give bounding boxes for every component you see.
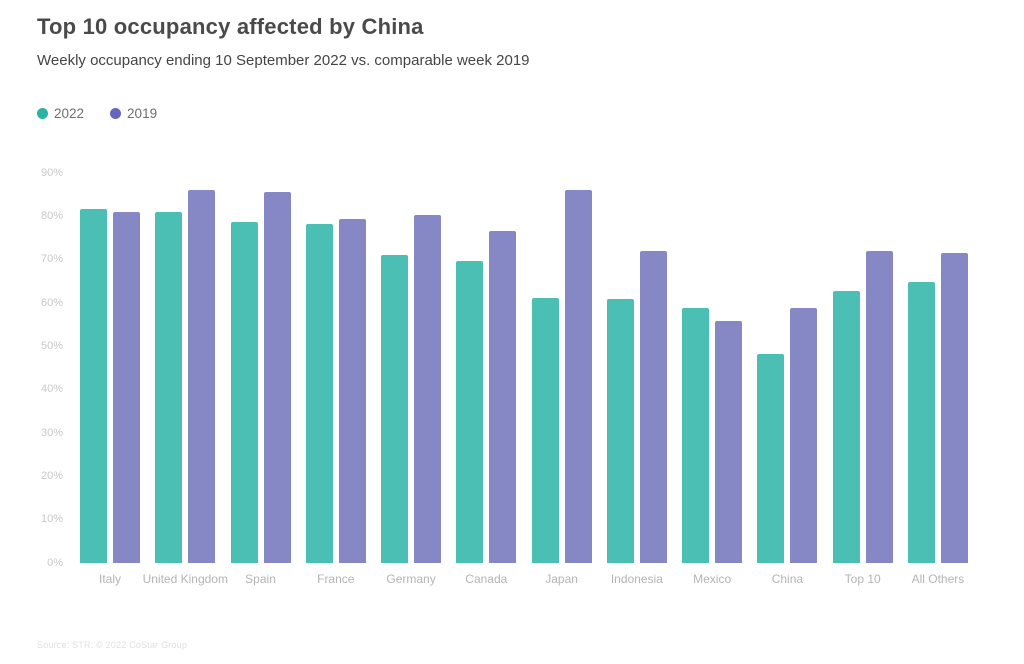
x-axis-category-label: All Others [911,572,965,586]
bar-pair [757,173,818,563]
x-axis-category-label: China [771,572,804,586]
bar-2022-france[interactable] [305,224,333,563]
legend-dot-icon [110,108,122,119]
legend-item-2022[interactable]: 2022 [37,106,84,121]
y-axis-tick-label: 60% [40,296,63,309]
bar-2019-top-10[interactable] [865,250,893,563]
bar-group-japan: Japan [531,173,593,586]
x-axis-category-label: France [317,572,355,586]
bar-pair [606,173,667,563]
x-axis-category-label: Mexico [693,572,732,586]
bar-2022-germany[interactable] [381,254,409,563]
y-axis-tick-label: 30% [40,426,63,439]
grouped-bar-chart: 0% 10% 20% 30% 40% 50% 60% 70% 80% 90% Italy Unite… [37,167,969,586]
bar-group-mexico: Mexico [681,173,743,586]
bar-pair [80,173,140,563]
bar-2019-italy[interactable] [113,212,140,563]
bar-pair [155,173,216,563]
y-axis-tick-label: 0% [47,556,63,569]
bar-group-canada: Canada [455,173,517,586]
bar-group-spain: Spain [230,173,292,586]
legend-item-2019[interactable]: 2019 [110,106,157,121]
chart-title: Top 10 occupancy affected by China [37,14,424,39]
y-axis-tick-label: 50% [40,339,63,352]
y-axis-tick-label: 20% [40,469,63,482]
bar-2019-united-kingdom[interactable] [188,189,216,563]
bar-2019-germany[interactable] [414,215,442,563]
bar-group-indonesia: Indonesia [606,173,668,586]
bar-2022-japan[interactable] [531,297,559,563]
x-axis-category-label: Indonesia [610,572,663,586]
bar-2019-china[interactable] [790,308,818,563]
legend-label: 2022 [54,106,85,121]
source-note: Source: STR. © 2022 CoStar Group [37,640,188,650]
y-axis-tick-label: 80% [40,209,63,222]
bar-pair [682,173,743,563]
x-axis-category-label: Spain [245,572,276,586]
bar-2019-france[interactable] [338,219,366,563]
bar-pair [305,173,366,563]
bar-pair [456,173,517,563]
bar-pair [531,173,592,563]
bar-2022-italy[interactable] [80,209,107,563]
bar-2022-spain[interactable] [230,221,258,563]
y-axis-tick-label: 90% [40,166,63,179]
bar-2019-canada[interactable] [489,231,517,563]
bar-group-all-others: All Others [907,173,969,586]
bar-group-italy: Italy [79,173,141,586]
bar-2022-united-kingdom[interactable] [155,212,183,563]
y-axis: 0% 10% 20% 30% 40% 50% 60% 70% 80% 90% [37,167,63,569]
y-axis-tick-label: 70% [40,253,63,266]
x-axis-category-label: Top 10 [844,572,881,586]
bar-pair [832,173,893,563]
x-axis-category-label: Canada [465,572,508,586]
bar-2019-all-others[interactable] [940,252,968,563]
bar-pair [230,173,291,563]
legend-label: 2019 [127,106,158,121]
bar-2022-china[interactable] [757,354,785,563]
x-axis-category-label: Germany [386,572,436,586]
bar-2022-mexico[interactable] [682,307,710,563]
bar-2022-all-others[interactable] [907,281,935,563]
bar-2019-spain[interactable] [263,192,291,563]
bar-group-united-kingdom: United Kingdom [143,173,228,586]
bar-group-top-10: Top 10 [832,173,894,586]
bar-2019-japan[interactable] [564,190,592,563]
bar-2022-canada[interactable] [456,260,484,563]
legend-dot-icon [37,108,48,119]
bar-group-germany: Germany [380,173,442,586]
x-axis-category-label: Italy [98,572,121,586]
bar-group-china: China [756,173,818,586]
x-axis-category-label: United Kingdom [142,572,228,586]
x-axis-category-label: Japan [545,572,578,586]
y-axis-tick-label: 10% [40,513,63,526]
plot-area: Italy United Kingdom Spain France Germany Can… [79,173,969,586]
chart-subtitle: Weekly occupancy ending 10 September 202… [37,52,530,69]
bar-2022-top-10[interactable] [832,290,860,563]
bar-2022-indonesia[interactable] [606,298,634,563]
bar-2019-mexico[interactable] [715,320,743,563]
chart-legend: 2022 2019 [37,106,157,121]
bar-group-france: France [305,173,367,586]
bar-pair [907,173,968,563]
bar-2019-indonesia[interactable] [639,251,667,563]
y-axis-tick-label: 40% [40,383,63,396]
bar-pair [381,173,442,563]
